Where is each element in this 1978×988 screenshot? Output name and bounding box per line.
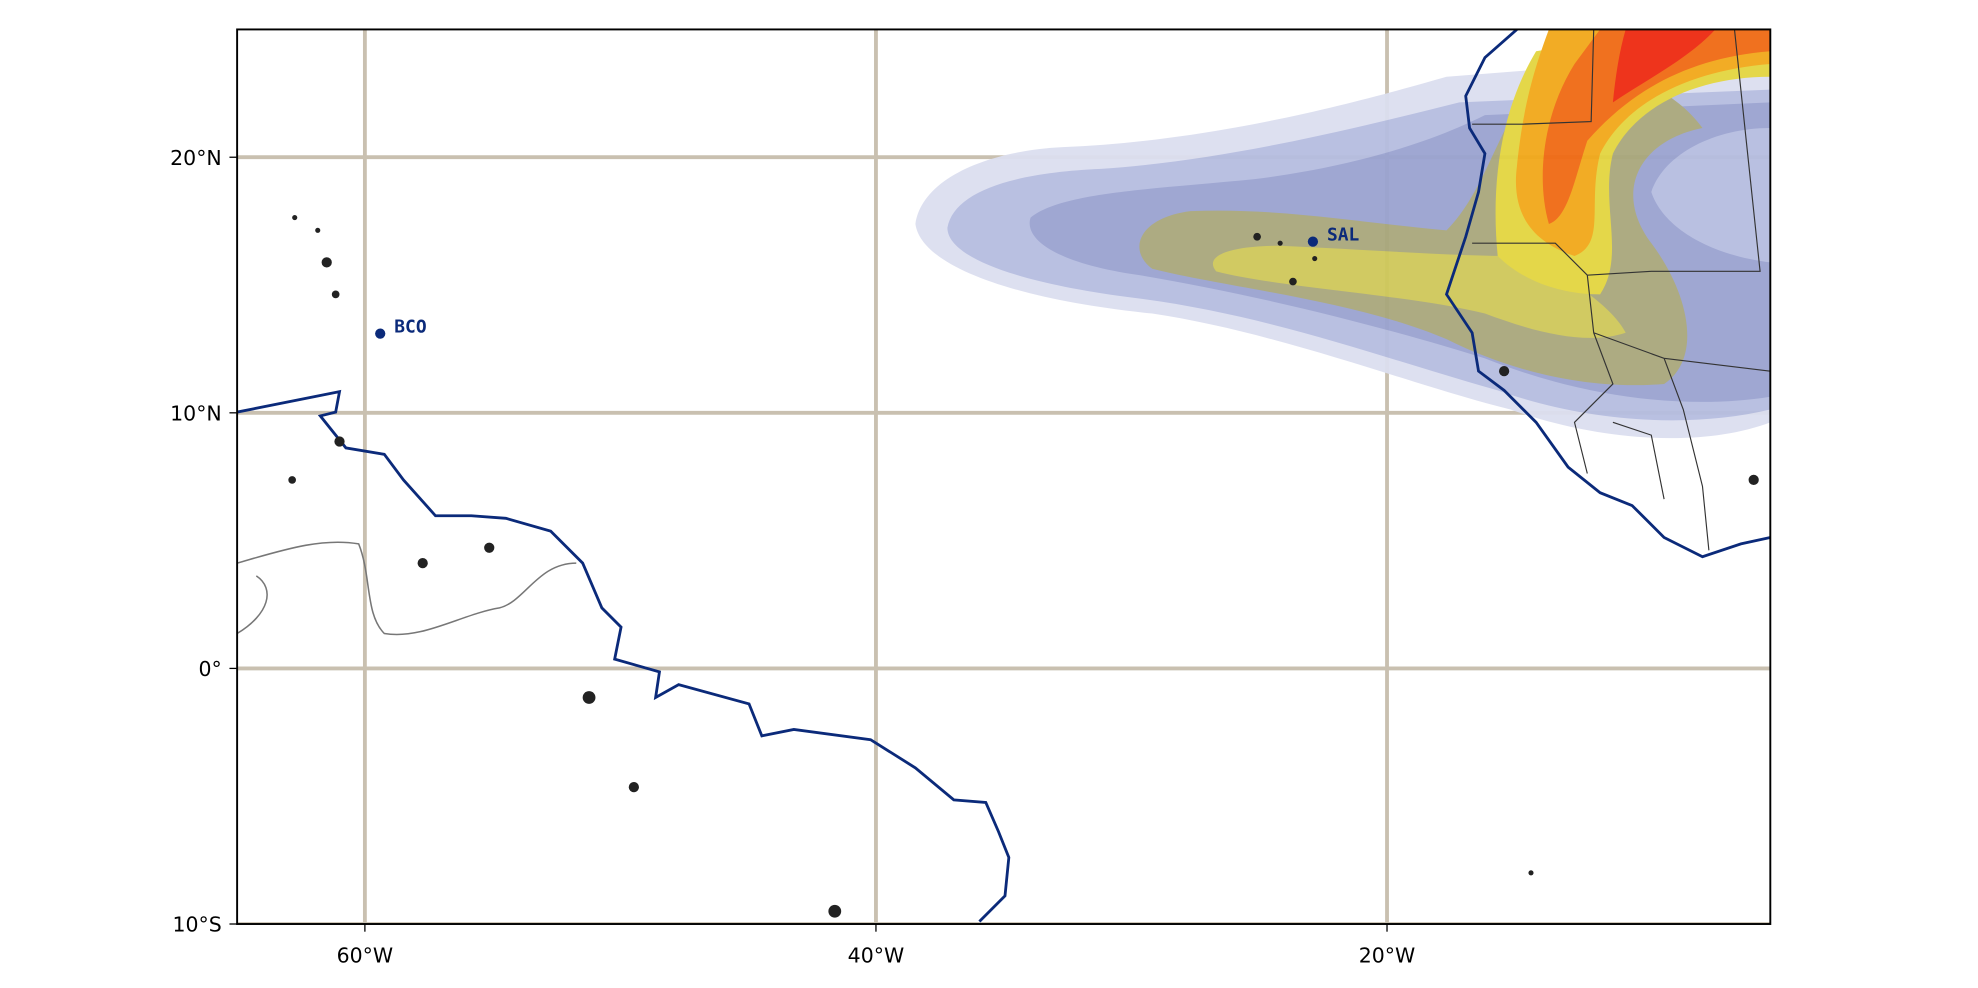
axis-ticks: 60°W 40°W 20°W 10°S 0° 10°N 20°N: [170, 146, 1415, 967]
station-marker: [375, 328, 386, 339]
map-content: [237, 29, 1771, 925]
station-label: BCO: [394, 316, 426, 337]
borders: [237, 29, 1771, 636]
y-tick-label: 0°: [198, 657, 221, 681]
y-tick-label: 10°S: [172, 913, 221, 937]
stations: BCO SAL: [375, 224, 1360, 339]
y-tick-label: 20°N: [170, 146, 222, 170]
y-tick-label: 10°N: [170, 402, 222, 426]
station-label: SAL: [1327, 224, 1360, 245]
frame: [236, 28, 1772, 925]
station-marker: [1307, 236, 1319, 247]
islands: [288, 215, 1759, 918]
x-tick-label: 20°W: [1359, 943, 1416, 967]
x-tick-label: 60°W: [337, 943, 394, 967]
x-tick-label: 40°W: [848, 943, 905, 967]
dust-plume: [915, 29, 1771, 439]
